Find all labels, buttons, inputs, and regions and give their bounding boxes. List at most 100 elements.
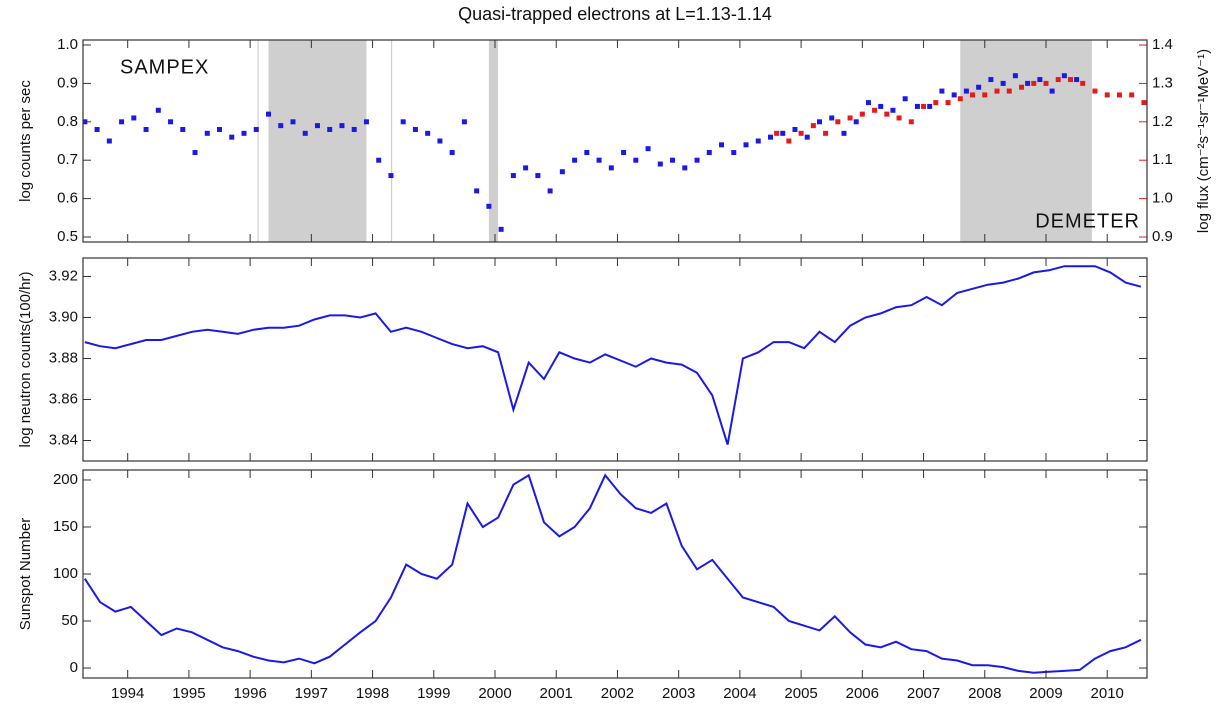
data-point	[498, 226, 504, 232]
data-line	[84, 265, 1142, 445]
y-tick-label: 0.8	[57, 113, 78, 130]
data-point	[694, 157, 700, 163]
data-point	[449, 150, 455, 156]
data-point	[376, 157, 382, 163]
y-tick-label: 0.6	[57, 190, 78, 207]
data-point	[106, 138, 112, 144]
shaded-interval	[257, 40, 259, 242]
data-point	[804, 134, 810, 140]
y-axis-label: Sunspot Number	[17, 518, 34, 631]
data-point	[119, 119, 125, 125]
data-point	[229, 134, 235, 140]
y-tick-label: 0.5	[57, 228, 78, 245]
x-tick-label: 2005	[784, 685, 817, 702]
data-point	[1031, 80, 1037, 86]
shaded-interval	[268, 40, 367, 242]
data-point	[1018, 84, 1024, 90]
data-point	[774, 130, 780, 136]
data-point	[1080, 80, 1086, 86]
data-point	[921, 103, 927, 109]
data-point	[131, 115, 137, 121]
y-tick-label: 0	[70, 659, 78, 676]
y-tick-label: 3.88	[49, 349, 78, 366]
y-tick-label: 3.92	[49, 267, 78, 284]
x-tick-label: 1997	[295, 685, 328, 702]
x-tick-label: 2002	[601, 685, 634, 702]
data-point	[816, 119, 822, 125]
data-point	[951, 92, 957, 98]
data-point	[559, 169, 565, 175]
data-point	[1074, 77, 1080, 83]
data-point	[621, 150, 627, 156]
data-point	[982, 92, 988, 98]
data-point	[461, 119, 467, 125]
data-point	[547, 188, 553, 194]
data-point	[1025, 80, 1031, 86]
data-point	[927, 103, 933, 109]
data-point	[412, 126, 418, 132]
x-tick-label: 1999	[417, 685, 450, 702]
y-axis-label: log neutron counts(100/hr)	[17, 272, 34, 448]
data-point	[670, 157, 676, 163]
data-point	[859, 111, 865, 117]
data-point	[988, 77, 994, 83]
data-point	[155, 107, 161, 113]
data-point	[786, 138, 792, 144]
data-point	[388, 173, 394, 179]
data-point	[180, 126, 186, 132]
annotation: SAMPEX	[120, 56, 209, 78]
frame	[82, 257, 1148, 462]
x-tick-label: 2007	[907, 685, 940, 702]
data-point	[474, 188, 480, 194]
y2-tick-label: 1.2	[1152, 113, 1173, 130]
data-point	[535, 173, 541, 179]
data-point	[743, 142, 749, 148]
data-point	[290, 119, 296, 125]
data-point	[302, 130, 308, 136]
x-tick-label: 1995	[172, 685, 205, 702]
data-point	[1043, 80, 1049, 86]
shaded-interval	[960, 40, 1092, 242]
data-point	[437, 138, 443, 144]
data-point	[596, 157, 602, 163]
data-point	[792, 126, 798, 132]
data-point	[731, 150, 737, 156]
data-point	[706, 150, 712, 156]
y2-axis-label: log flux (cm⁻²s⁻¹sr⁻¹MeV⁻¹)	[1195, 49, 1212, 233]
data-point	[994, 88, 1000, 94]
y2-tick-label: 1.3	[1152, 74, 1173, 91]
data-point	[278, 123, 284, 129]
data-point	[486, 203, 492, 209]
data-point	[780, 130, 786, 136]
y2-tick-label: 1.1	[1152, 151, 1173, 168]
data-point	[970, 92, 976, 98]
data-point	[572, 157, 578, 163]
data-point	[363, 119, 369, 125]
x-tick-label: 2003	[662, 685, 695, 702]
data-point	[1129, 92, 1135, 98]
y-axis-label: log counts per sec	[17, 80, 34, 202]
data-point	[143, 126, 149, 132]
y-tick-label: 3.86	[49, 390, 78, 407]
data-point	[865, 100, 871, 106]
plot-area	[83, 40, 1147, 242]
data-point	[682, 165, 688, 171]
y-tick-label: 3.84	[49, 431, 78, 448]
data-point	[1067, 77, 1073, 83]
y2-tick-label: 0.9	[1152, 228, 1173, 245]
x-tick-label: 1996	[233, 685, 266, 702]
data-point	[1116, 92, 1122, 98]
data-point	[1012, 73, 1018, 79]
y2-tick-label: 1.0	[1152, 190, 1173, 207]
y-tick-label: 50	[61, 612, 78, 629]
data-point	[510, 173, 516, 179]
data-point	[1055, 77, 1061, 83]
x-tick-label: 2004	[723, 685, 756, 702]
data-point	[584, 150, 590, 156]
data-point	[314, 123, 320, 129]
data-point	[253, 126, 259, 132]
y-tick-label: 100	[53, 565, 78, 582]
data-point	[1037, 77, 1043, 83]
data-point	[94, 126, 100, 132]
data-point	[976, 84, 982, 90]
